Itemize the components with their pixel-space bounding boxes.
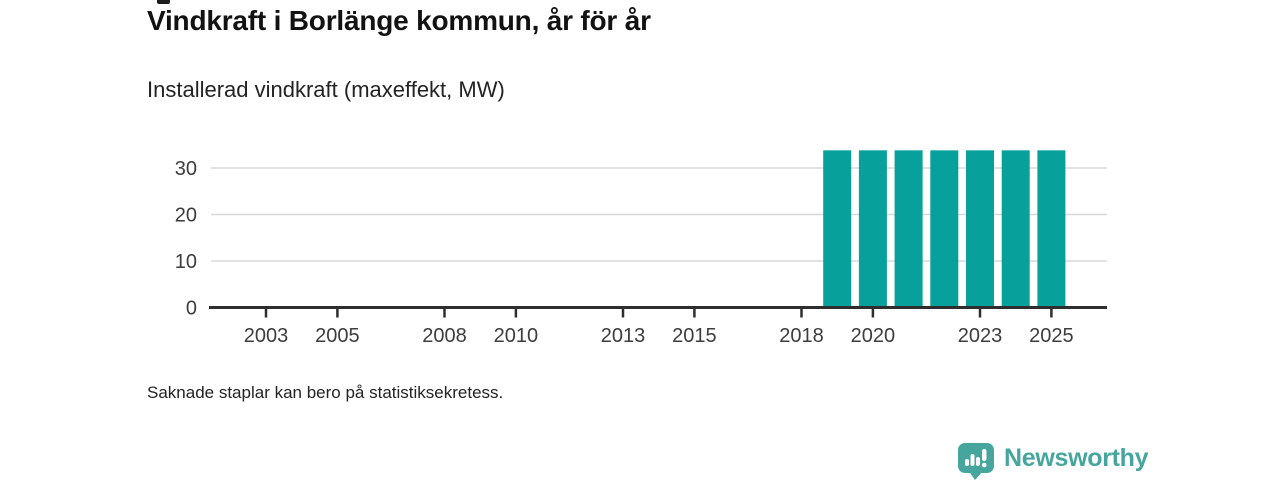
bar-2021 <box>894 150 923 308</box>
x-tick-label-2023: 2023 <box>958 325 1003 347</box>
x-tick-label-2020: 2020 <box>851 325 896 347</box>
crop-artifact <box>157 0 170 4</box>
bar-chart-speech-bubble-icon <box>958 443 994 480</box>
bar-2019 <box>823 150 852 308</box>
chart-title: Vindkraft i Borlänge kommun, år för år <box>147 5 651 36</box>
x-tick-label-2015: 2015 <box>672 325 717 347</box>
x-tick-label-2013: 2013 <box>601 325 646 347</box>
x-tick-label-2018: 2018 <box>779 325 824 347</box>
x-tick-label-2025: 2025 <box>1029 325 1074 347</box>
chart-footnote: Saknade staplar kan bero på statistiksek… <box>147 383 504 402</box>
chart-subtitle: Installerad vindkraft (maxeffekt, MW) <box>147 77 505 102</box>
y-tick-label-0: 0 <box>186 298 197 320</box>
x-tick-label-2003: 2003 <box>244 325 289 347</box>
bar-2024 <box>1001 150 1030 308</box>
logo-text: Newsworthy <box>1004 444 1149 472</box>
y-tick-label-30: 30 <box>175 158 197 180</box>
bar-2025 <box>1037 150 1066 308</box>
y-tick-label-20: 20 <box>175 205 197 227</box>
x-tick-label-2008: 2008 <box>422 325 467 347</box>
bar-2022 <box>930 150 959 308</box>
bar-2023 <box>966 150 994 308</box>
x-tick-label-2010: 2010 <box>494 325 539 347</box>
newsworthy-logo: Newsworthy <box>957 442 1149 480</box>
y-tick-label-10: 10 <box>175 251 197 273</box>
x-tick-label-2005: 2005 <box>315 325 360 347</box>
bar-2020 <box>858 150 887 308</box>
